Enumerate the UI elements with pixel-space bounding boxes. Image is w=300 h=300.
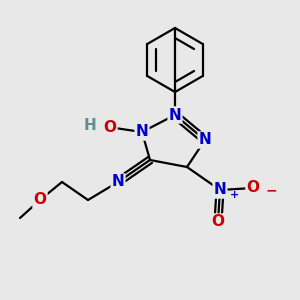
Text: O: O — [103, 119, 116, 134]
Text: −: − — [266, 183, 278, 197]
Text: O: O — [247, 181, 260, 196]
Text: N: N — [169, 107, 182, 122]
Text: +: + — [230, 190, 239, 200]
Text: H: H — [84, 118, 96, 133]
Text: N: N — [199, 133, 212, 148]
Text: N: N — [214, 182, 226, 197]
Text: O: O — [212, 214, 224, 230]
Text: O: O — [34, 193, 46, 208]
Text: N: N — [112, 175, 124, 190]
Text: N: N — [136, 124, 148, 140]
